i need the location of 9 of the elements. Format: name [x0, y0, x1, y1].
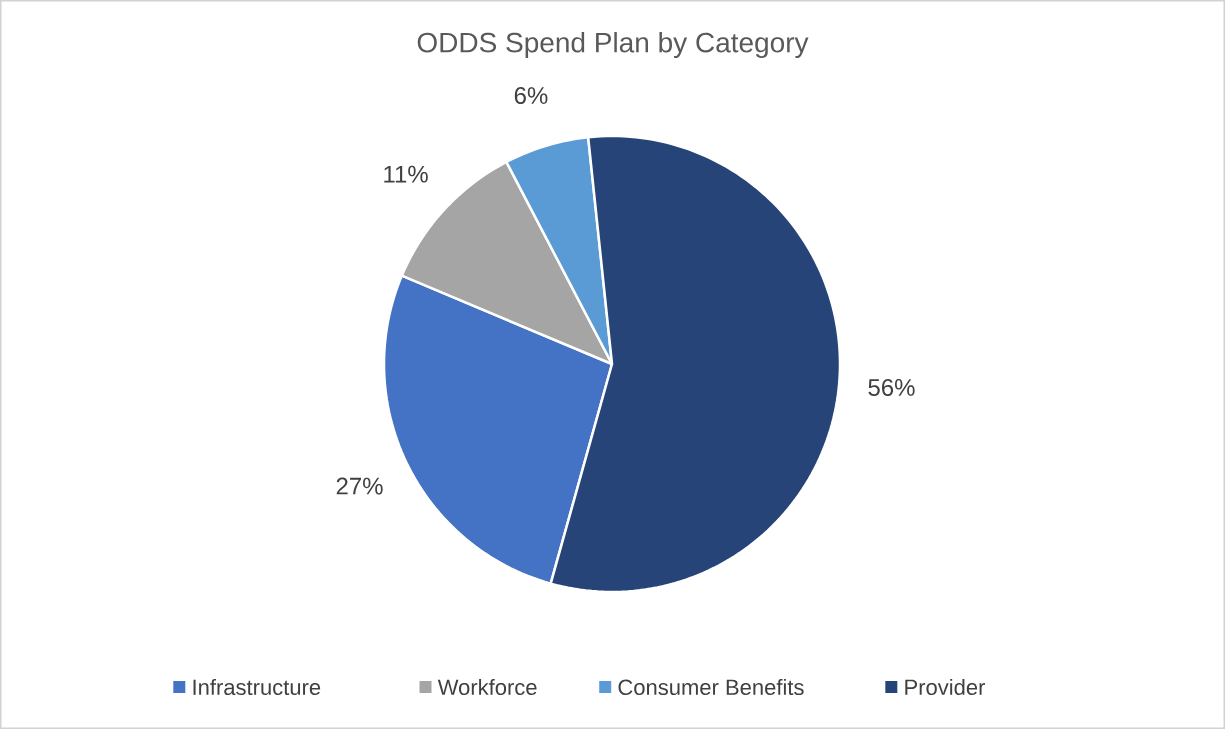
data-label: 6%: [514, 87, 548, 105]
legend-label: Workforce: [437, 678, 537, 696]
legend-label: Consumer Benefits: [618, 678, 804, 696]
data-label: 56%: [868, 378, 915, 396]
legend-label: Infrastructure: [193, 678, 321, 696]
data-label: 27%: [336, 477, 383, 495]
chart-title: ODDS Spend Plan by Category: [417, 31, 809, 59]
data-label: 11%: [384, 165, 428, 183]
legend-label: Provider: [905, 678, 986, 696]
